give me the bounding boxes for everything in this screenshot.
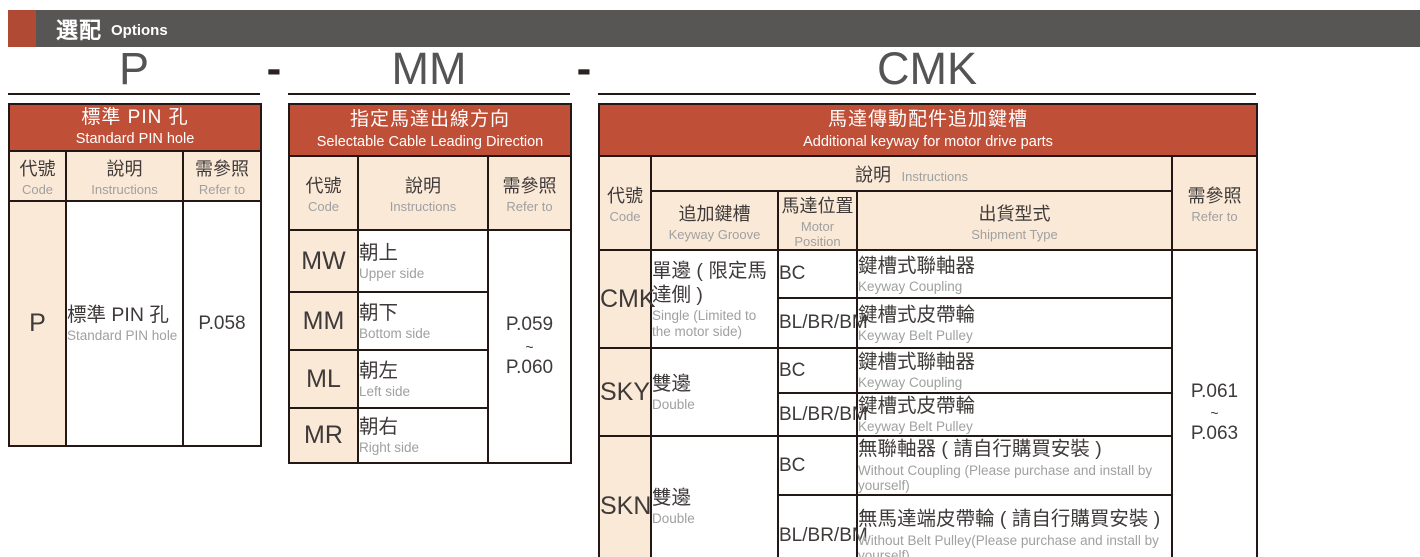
col-header-instructions: 說明 Instructions xyxy=(65,150,184,202)
description-cell: 標準 PIN 孔 Standard PIN hole xyxy=(65,200,184,447)
table-title-en: Additional keyway for motor drive parts xyxy=(803,133,1053,150)
description-cell: 朝下 Bottom side xyxy=(357,291,489,351)
section-title-en: Options xyxy=(111,21,168,39)
code-cell: P xyxy=(8,200,67,447)
table-row: SKY 雙邊 Double BC 鍵槽式聯軸器 Keyway Coupling xyxy=(598,347,1257,437)
table-title-en: Selectable Cable Leading Direction xyxy=(316,133,544,150)
table-row: ML 朝左 Left side xyxy=(288,349,571,409)
code-separator-dash: - xyxy=(266,44,282,93)
table-title-zh: 指定馬達出線方向 xyxy=(349,109,510,131)
motor-position-cell: BL/BR/BM xyxy=(777,297,868,349)
table-title: 馬達傳動配件追加鍵槽 Additional keyway for motor d… xyxy=(597,103,1259,157)
col-header-refer: 需參照 Refer to xyxy=(1170,155,1259,251)
table-row: MM 朝下 Bottom side xyxy=(288,291,571,351)
code-separator-dash: - xyxy=(576,44,592,93)
code-cell: MW xyxy=(288,229,359,293)
table-title-en: Standard PIN hole xyxy=(75,131,195,148)
motor-position-cell: BC xyxy=(777,249,858,299)
shipment-type-cell: 鍵槽式皮帶輪 Keyway Belt Pulley xyxy=(856,392,1173,437)
table-row: CMK 單邊 ( 限定馬達側 ) Single (Limited to the … xyxy=(598,249,1259,557)
table-title: 指定馬達出線方向 Selectable Cable Leading Direct… xyxy=(288,103,572,157)
shipment-type-cell: 鍵槽式聯軸器 Keyway Coupling xyxy=(856,249,1173,299)
col-header-shipment-type: 出貨型式 Shipment Type xyxy=(856,190,1173,251)
code-underline xyxy=(8,93,260,95)
col-header-refer: 需參照 Refer to xyxy=(487,155,572,231)
shipment-type-cell: 鍵槽式聯軸器 Keyway Coupling xyxy=(856,347,1173,394)
shipment-type-cell: 無馬達端皮帶輪 ( 請自行購買安裝 ) Without Belt Pulley(… xyxy=(856,494,1173,557)
col-header-refer: 需參照 Refer to xyxy=(181,150,263,202)
section-header-bar: 選配 Options xyxy=(8,10,1420,47)
table-title-zh: 馬達傳動配件追加鍵槽 xyxy=(828,109,1029,131)
col-header-instructions: 說明 Instructions xyxy=(357,155,489,231)
code-cell: MR xyxy=(288,407,359,464)
col-header-code: 代號 Code xyxy=(8,150,67,202)
col-header-instructions: 說明 Instructions xyxy=(650,155,1173,192)
motor-position-cell: BC xyxy=(777,435,858,496)
motor-position-cell: BC xyxy=(777,347,858,394)
code-cell: CMK xyxy=(598,249,656,349)
table-row: P 標準 PIN 孔 Standard PIN hole P.058 xyxy=(8,200,263,447)
code-cell: SKN xyxy=(598,435,652,557)
shipment-type-cell: 鍵槽式皮帶輪 Keyway Belt Pulley xyxy=(856,297,1173,349)
code-underline xyxy=(598,93,1256,95)
keyway-groove-cell: 雙邊 Double xyxy=(650,347,779,437)
code-underline xyxy=(288,93,570,95)
option-code-mm: MM xyxy=(391,43,467,94)
refer-cell: P.059 ~ P.060 xyxy=(487,229,572,464)
section-accent-square xyxy=(8,10,36,47)
keyway-groove-cell: 雙邊 Double xyxy=(650,435,779,557)
table-additional-keyway: 馬達傳動配件追加鍵槽 Additional keyway for motor d… xyxy=(597,103,1259,557)
description-cell: 朝右 Right side xyxy=(357,407,489,464)
col-header-code: 代號 Code xyxy=(598,155,652,251)
code-cell: ML xyxy=(288,349,359,409)
option-code-p: P xyxy=(118,43,149,94)
section-title-zh: 選配 xyxy=(56,17,103,43)
table-row: BL/BR/BM 鍵槽式皮帶輪 Keyway Belt Pulley xyxy=(599,297,1257,349)
motor-position-cell: BL/BR/BM xyxy=(777,494,868,557)
keyway-groove-cell: 單邊 ( 限定馬達側 ) Single (Limited to the moto… xyxy=(650,249,779,349)
table-row: SKN 雙邊 Double BC 無聯軸器 ( 請自行購買安裝 ) Withou… xyxy=(598,435,1257,557)
table-row: MW 朝上 Upper side P.059 ~ P.060 xyxy=(288,229,572,464)
motor-position-cell: BL/BR/BM xyxy=(777,392,868,437)
table-row: BL/BR/BM 鍵槽式皮帶輪 Keyway Belt Pulley xyxy=(599,392,1257,437)
shipment-type-cell: 無聯軸器 ( 請自行購買安裝 ) Without Coupling (Pleas… xyxy=(856,435,1173,496)
option-code-cmk: CMK xyxy=(877,43,977,94)
col-header-code: 代號 Code xyxy=(288,155,359,231)
code-cell: MM xyxy=(288,291,359,351)
description-cell: 朝左 Left side xyxy=(357,349,489,409)
table-title: 標準 PIN 孔 Standard PIN hole xyxy=(7,103,263,152)
refer-cell: P.058 xyxy=(181,200,263,447)
refer-cell: P.061 ~ P.063 xyxy=(1170,249,1259,557)
table-title-zh: 標準 PIN 孔 xyxy=(81,106,189,128)
table-row: MR 朝右 Right side xyxy=(288,407,571,464)
description-cell: 朝上 Upper side xyxy=(357,229,489,293)
table-standard-pin-hole: 標準 PIN 孔 Standard PIN hole 代號 Code 說明 In… xyxy=(7,103,263,447)
col-header-keyway-groove: 追加鍵槽 Keyway Groove xyxy=(650,190,779,251)
code-cell: SKY xyxy=(598,347,652,437)
table-row: BL/BR/BM 無馬達端皮帶輪 ( 請自行購買安裝 ) Without Bel… xyxy=(599,494,1257,557)
table-cable-direction: 指定馬達出線方向 Selectable Cable Leading Direct… xyxy=(288,103,572,464)
col-header-motor-position: 馬達位置 Motor Position xyxy=(777,190,858,251)
